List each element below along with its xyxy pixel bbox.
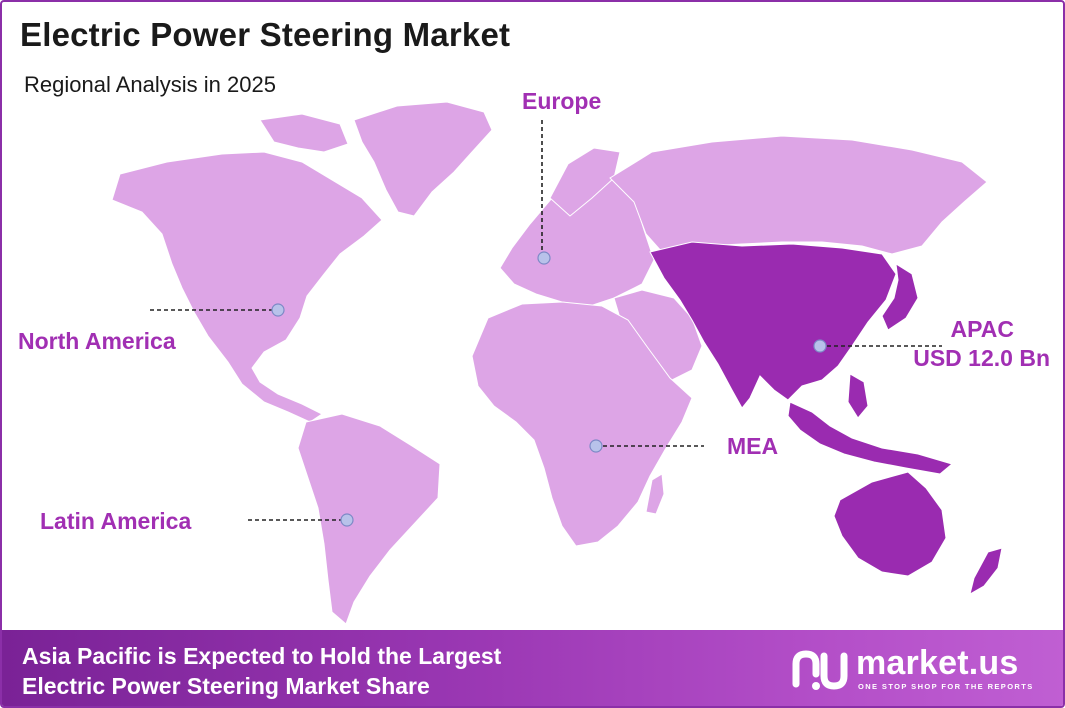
- map-region-greenland: [353, 101, 493, 217]
- map-region-africa: [471, 301, 693, 547]
- map-region-south-america: [297, 413, 441, 625]
- map-region-madagascar: [645, 473, 665, 515]
- brand-name: market.us: [856, 644, 1019, 682]
- latin-america-label: Latin America: [40, 508, 192, 534]
- footer-line-2: Electric Power Steering Market Share: [22, 673, 430, 699]
- map-region-arctic-islands: [259, 113, 349, 153]
- leader-lines: [150, 120, 942, 521]
- footer-text: Asia Pacific is Expected to Hold the Lar…: [22, 641, 501, 701]
- europe-label: Europe: [522, 88, 602, 114]
- brand-tagline: ONE STOP SHOP FOR THE REPORTS: [858, 682, 1034, 691]
- region-markers: [271, 251, 827, 527]
- map-region-japan: [881, 263, 919, 331]
- map-region-new-zealand: [969, 547, 1003, 596]
- mea-marker: [589, 439, 603, 453]
- north-america-marker: [271, 303, 285, 317]
- map-region-southeast-asia: [787, 401, 954, 475]
- europe-marker: [537, 251, 551, 265]
- map-region-north-america: [111, 151, 383, 423]
- market-us-logo-icon: [792, 650, 848, 690]
- map-region-australia: [833, 471, 947, 577]
- page-subtitle: Regional Analysis in 2025: [24, 72, 276, 97]
- apac-value: USD 12.0 Bn: [913, 345, 1050, 371]
- page-title: Electric Power Steering Market: [20, 16, 511, 53]
- apac-label: APAC: [950, 316, 1014, 342]
- apac-marker: [813, 339, 827, 353]
- brand-logo[interactable]: market.us ONE STOP SHOP FOR THE REPORTS: [790, 644, 1050, 698]
- map-region-scandinavia: [549, 147, 621, 217]
- world-map: [111, 101, 1003, 625]
- mea-label: MEA: [727, 433, 779, 459]
- north-america-label: North America: [18, 328, 176, 354]
- map-region-russia: [609, 135, 988, 255]
- map-region-philippines: [847, 373, 869, 419]
- map-region-asia-pacific: [649, 241, 897, 409]
- footer-banner: Asia Pacific is Expected to Hold the Lar…: [2, 630, 1063, 706]
- footer-line-1: Asia Pacific is Expected to Hold the Lar…: [22, 643, 502, 669]
- latin-america-marker: [340, 513, 354, 527]
